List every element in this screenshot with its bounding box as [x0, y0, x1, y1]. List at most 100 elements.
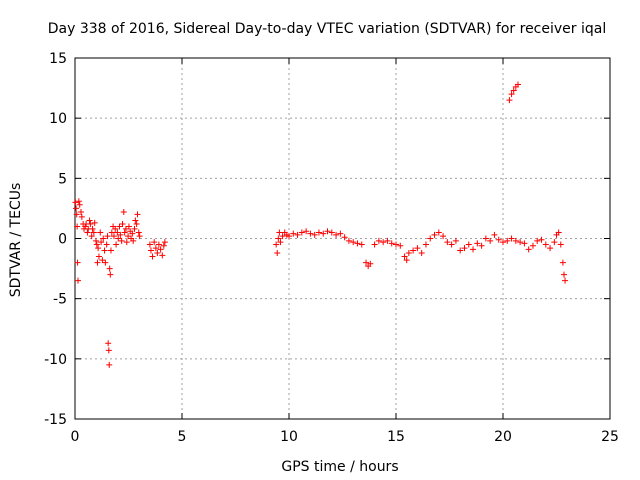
data-point: [133, 221, 140, 228]
data-point: [521, 240, 528, 247]
data-point: [431, 231, 438, 238]
data-point: [97, 229, 104, 236]
x-tick-label: 0: [71, 429, 80, 445]
x-tick-label: 25: [601, 429, 619, 445]
data-point: [104, 233, 111, 240]
data-point: [384, 237, 391, 244]
data-point: [91, 219, 98, 226]
data-point: [84, 229, 91, 236]
data-point: [405, 249, 412, 256]
data-point: [508, 91, 515, 98]
data-point: [354, 240, 361, 247]
data-point: [75, 198, 82, 205]
data-point: [358, 241, 365, 248]
data-point: [78, 213, 85, 220]
data-point: [294, 231, 301, 238]
data-point: [328, 229, 335, 236]
data-point: [115, 235, 122, 242]
data-point: [422, 241, 429, 248]
data-point: [303, 228, 310, 235]
data-point: [108, 229, 115, 236]
data-point: [506, 97, 513, 104]
data-point: [101, 247, 108, 254]
data-point: [401, 253, 408, 260]
data-point: [154, 249, 161, 256]
data-point: [448, 241, 455, 248]
data-point: [286, 233, 292, 240]
chart-title: Day 338 of 2016, Sidereal Day-to-day VTE…: [48, 21, 606, 37]
x-tick-label: 5: [178, 429, 187, 445]
data-point: [555, 229, 562, 236]
data-point: [73, 211, 80, 218]
data-point: [512, 237, 519, 244]
data-point: [76, 201, 83, 208]
data-point: [129, 230, 136, 237]
data-point: [77, 209, 84, 216]
data-point: [107, 271, 114, 278]
data-point: [113, 241, 120, 248]
data-point: [105, 347, 112, 354]
grid-lines: [75, 58, 610, 419]
data-point: [95, 253, 102, 260]
data-point: [110, 233, 117, 240]
data-point: [435, 229, 442, 236]
data-point: [452, 237, 459, 244]
data-point: [159, 252, 166, 259]
data-points: [72, 81, 569, 368]
data-point: [397, 242, 404, 249]
data-point: [410, 247, 417, 254]
data-point: [151, 239, 158, 246]
data-point: [345, 237, 352, 244]
data-point: [98, 239, 105, 246]
y-tick-label: 5: [58, 171, 67, 187]
data-point: [457, 247, 464, 254]
data-point: [95, 245, 102, 252]
data-point: [89, 225, 96, 232]
data-point: [100, 235, 107, 242]
data-point: [94, 259, 101, 266]
data-point: [440, 233, 447, 240]
data-point: [74, 277, 81, 284]
data-point: [274, 249, 281, 256]
data-point: [119, 221, 126, 228]
data-point: [146, 241, 153, 248]
data-point: [132, 217, 139, 224]
data-point: [491, 231, 498, 238]
data-point: [375, 237, 382, 244]
data-point: [273, 241, 280, 248]
data-point: [88, 233, 95, 240]
data-point: [155, 241, 162, 248]
data-point: [333, 231, 340, 238]
data-point: [72, 199, 79, 206]
data-point: [307, 230, 314, 237]
data-point: [93, 241, 100, 248]
x-axis-ticks: 0 5 10 15 20 25: [71, 58, 619, 445]
data-point: [517, 239, 524, 246]
data-point: [495, 236, 502, 243]
data-point: [324, 228, 331, 235]
data-point: [112, 225, 119, 232]
data-point: [403, 257, 410, 264]
data-point: [478, 242, 485, 249]
data-point: [341, 234, 348, 241]
x-tick-label: 20: [494, 429, 512, 445]
data-point: [102, 259, 109, 266]
y-tick-label: -15: [44, 412, 67, 428]
data-point: [393, 241, 399, 248]
data-point: [414, 245, 421, 252]
data-point: [510, 87, 517, 94]
data-point: [465, 241, 472, 248]
data-point: [482, 235, 489, 242]
data-point: [508, 235, 515, 242]
data-point: [559, 259, 566, 266]
data-point: [350, 239, 357, 246]
data-point: [134, 211, 141, 218]
data-point: [380, 239, 387, 246]
data-point: [547, 245, 554, 252]
data-point: [121, 229, 128, 236]
data-point: [152, 245, 159, 252]
data-point: [557, 241, 564, 248]
data-point: [157, 246, 164, 253]
data-point: [560, 271, 567, 278]
data-point: [275, 235, 282, 242]
